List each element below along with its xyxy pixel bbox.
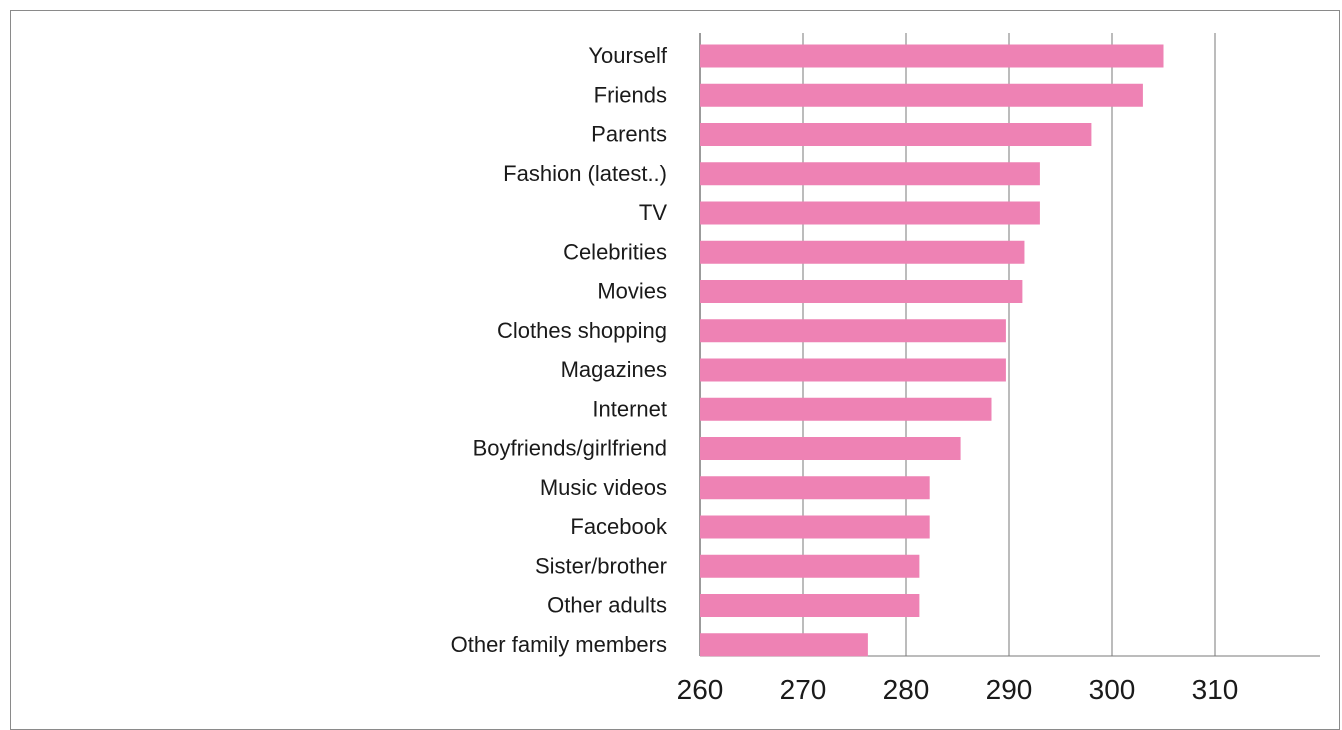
x-tick-label: 300	[1089, 674, 1136, 705]
bar	[700, 515, 930, 539]
category-label: Clothes shopping	[497, 318, 667, 343]
category-label: Fashion (latest..)	[503, 161, 667, 186]
category-label: Other family members	[451, 632, 667, 657]
category-label: Other adults	[547, 593, 667, 618]
category-label: Boyfriends/girlfriend	[473, 436, 667, 461]
x-tick-label: 260	[677, 674, 724, 705]
category-label: Facebook	[570, 514, 668, 539]
x-tick-label: 310	[1192, 674, 1239, 705]
x-tick-label: 290	[986, 674, 1033, 705]
bar	[700, 554, 920, 578]
bar	[700, 319, 1006, 343]
bar	[700, 633, 868, 657]
bar	[700, 240, 1025, 264]
category-label: Internet	[592, 396, 667, 421]
chart-frame	[10, 10, 1340, 730]
bar	[700, 83, 1143, 107]
x-tick-label: 280	[883, 674, 930, 705]
category-label: Sister/brother	[535, 553, 667, 578]
bar	[700, 358, 1006, 382]
bar-chart: Yourself Friends Parents Fashion (latest..)…	[451, 33, 1320, 705]
bar	[700, 476, 930, 500]
bar	[700, 397, 992, 421]
category-label: Movies	[597, 279, 667, 304]
bar	[700, 201, 1040, 225]
category-label: Parents	[591, 122, 667, 147]
category-label: Magazines	[561, 357, 667, 382]
category-label: Music videos	[540, 475, 667, 500]
bar	[700, 594, 920, 617]
x-tick-labels: 260 270 280 290 300 310	[677, 674, 1239, 705]
bar	[700, 280, 1023, 303]
category-label: TV	[639, 200, 667, 225]
bars	[700, 44, 1164, 657]
bar	[700, 162, 1040, 186]
category-label: Celebrities	[563, 239, 667, 264]
category-label: Friends	[594, 82, 667, 107]
bar	[700, 44, 1164, 68]
category-label: Yourself	[588, 43, 668, 68]
x-tick-label: 270	[780, 674, 827, 705]
bar	[700, 123, 1092, 146]
bar	[700, 437, 961, 460]
category-labels: Yourself Friends Parents Fashion (latest..)…	[451, 43, 668, 657]
